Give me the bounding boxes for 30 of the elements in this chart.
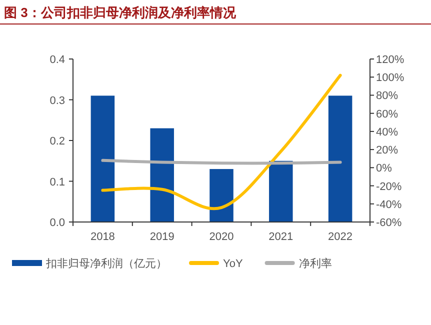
y2-tick-label: 40% <box>376 126 398 138</box>
bar <box>269 160 293 222</box>
bar <box>90 96 115 222</box>
legend-label: YoY <box>223 258 244 270</box>
y-tick-label: 0.0 <box>50 217 65 229</box>
y2-tick-label: -20% <box>376 180 402 193</box>
y-tick-label: 0.4 <box>50 54 65 66</box>
chart-title: 图 3：公司扣非归母净利润及净利率情况 <box>4 5 237 20</box>
y2-tick-label: -60% <box>376 217 402 229</box>
bar <box>328 96 352 222</box>
y-tick-label: 0.3 <box>50 94 65 107</box>
bar <box>150 128 174 222</box>
line-series <box>101 74 342 210</box>
y-tick-label: 0.2 <box>50 136 65 148</box>
x-tick-label: 2020 <box>209 231 234 243</box>
legend-label: 净利率 <box>298 257 332 270</box>
x-tick-label: 2022 <box>328 231 353 243</box>
y2-tick-label: 80% <box>376 90 398 102</box>
y-tick-label: 0.1 <box>50 176 65 188</box>
x-tick-label: 2019 <box>150 231 174 243</box>
x-tick-label: 2018 <box>90 231 115 243</box>
y2-tick-label: 0% <box>376 162 392 175</box>
bar <box>210 169 234 222</box>
y2-tick-label: 100% <box>376 72 404 84</box>
legend-label: 扣非归母净利润（亿元） <box>45 257 167 270</box>
y2-tick-label: 20% <box>376 144 398 157</box>
x-tick-label: 2021 <box>268 231 294 243</box>
y2-tick-label: 120% <box>376 54 404 66</box>
y2-tick-label: 60% <box>376 108 398 120</box>
y2-tick-label: -40% <box>376 198 402 211</box>
